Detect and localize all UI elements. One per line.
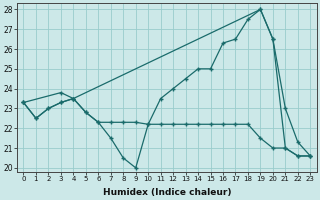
X-axis label: Humidex (Indice chaleur): Humidex (Indice chaleur) bbox=[103, 188, 231, 197]
